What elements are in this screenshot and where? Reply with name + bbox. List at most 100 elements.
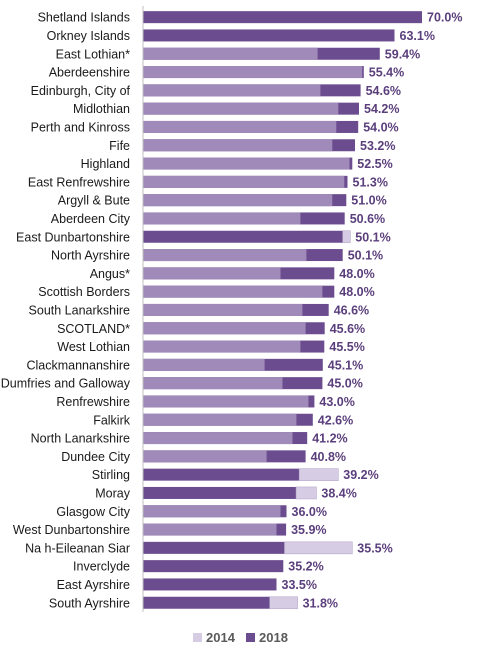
bar-2014-renfrewshire (143, 395, 309, 408)
value-label-east-lothian: 59.4% (385, 47, 420, 61)
value-label-highland: 52.5% (357, 157, 392, 171)
value-label-east-dunbartonshire: 50.1% (355, 230, 390, 244)
bar-2014-na-h-eileanan-siar (284, 541, 353, 555)
value-label-inverclyde: 35.2% (288, 560, 323, 574)
category-label-na-h-eileanan-siar: Na h-Eileanan Siar (25, 541, 130, 555)
category-label-scotland: SCOTLAND* (57, 322, 130, 336)
bar-2018-inverclyde (143, 560, 284, 573)
value-label-glasgow-city: 36.0% (292, 505, 327, 519)
value-label-aberdeen-city: 50.6% (350, 212, 385, 226)
bar-2014-glasgow-city (143, 505, 281, 518)
bar-2014-scottish-borders (143, 285, 323, 298)
category-label-inverclyde: Inverclyde (73, 560, 130, 574)
value-label-aberdeenshire: 55.4% (369, 66, 404, 80)
value-label-shetland-islands: 70.0% (427, 11, 462, 25)
bar-2014-fife (143, 139, 333, 152)
value-labels-layer: 70.0% 63.1% 59.4% 55.4% 54.6% 54.2% 54.0% 53.2%… (282, 11, 463, 611)
value-label-na-h-eileanan-siar: 35.5% (357, 541, 392, 555)
category-label-moray: Moray (95, 486, 130, 500)
category-label-east-renfrewshire: East Renfrewshire (28, 175, 130, 189)
bar-2018-east-dunbartonshire (143, 230, 343, 243)
bar-2014-midlothian (143, 102, 339, 115)
category-label-east-ayrshire: East Ayrshire (57, 578, 130, 592)
category-label-west-dunbartonshire: West Dunbartonshire (13, 523, 130, 537)
category-label-fife: Fife (109, 139, 130, 153)
bar-2014-north-lanarkshire (143, 432, 293, 445)
bar-2014-argyll-bute (143, 194, 333, 207)
category-label-dumfries-and-galloway: Dumfries and Galloway (1, 377, 131, 391)
value-label-east-ayrshire: 33.5% (282, 578, 317, 592)
value-label-west-dunbartonshire: 35.9% (291, 523, 326, 537)
value-label-angus: 48.0% (339, 267, 374, 281)
legend-swatch-2014 (193, 633, 202, 642)
value-label-stirling: 39.2% (343, 468, 378, 482)
category-label-east-dunbartonshire: East Dunbartonshire (16, 230, 130, 244)
category-label-perth-and-kinross: Perth and Kinross (31, 120, 130, 134)
category-label-edinburgh-city-of: Edinburgh, City of (31, 84, 131, 98)
category-label-falkirk: Falkirk (93, 413, 131, 427)
category-label-argyll-bute: Argyll & Bute (58, 194, 130, 208)
bar-2014-angus (143, 267, 281, 280)
value-label-east-renfrewshire: 51.3% (353, 175, 388, 189)
category-label-south-lanarkshire: South Lanarkshire (29, 303, 131, 317)
category-label-north-lanarkshire: North Lanarkshire (31, 432, 130, 446)
bar-2014-east-dunbartonshire (342, 230, 351, 244)
bar-2014-scotland (143, 322, 306, 335)
bar-2014-highland (143, 157, 350, 170)
bar-2018-orkney-islands (143, 29, 395, 42)
bar-2014-moray (295, 486, 317, 500)
bar-2014-south-ayrshire (269, 596, 298, 610)
legend-swatch-2018 (246, 633, 255, 642)
legend: 2014 2018 (193, 630, 288, 645)
bar-2018-shetland-islands (143, 11, 422, 24)
bar-2014-dundee-city (143, 450, 267, 463)
bar-2018-na-h-eileanan-siar (143, 541, 285, 554)
value-label-moray: 38.4% (321, 486, 356, 500)
bar-2014-stirling (298, 468, 339, 481)
value-label-argyll-bute: 51.0% (351, 194, 386, 208)
category-label-glasgow-city: Glasgow City (56, 505, 130, 519)
bars-layer (143, 11, 422, 610)
category-label-aberdeenshire: Aberdeenshire (49, 66, 130, 80)
category-label-angus: Angus* (90, 267, 130, 281)
value-label-south-lanarkshire: 46.6% (334, 303, 369, 317)
category-label-renfrewshire: Renfrewshire (56, 395, 130, 409)
category-label-dundee-city: Dundee City (61, 450, 131, 464)
bar-2014-east-renfrewshire (143, 175, 345, 188)
bar-2018-stirling (143, 468, 300, 481)
value-label-south-ayrshire: 31.8% (303, 596, 338, 610)
category-label-north-ayrshire: North Ayrshire (51, 249, 130, 263)
legend-label-2014: 2014 (206, 630, 236, 645)
bar-2014-west-lothian (143, 340, 301, 353)
value-label-north-ayrshire: 50.1% (348, 249, 383, 263)
value-label-falkirk: 42.6% (318, 413, 353, 427)
bar-2014-clackmannanshire (143, 358, 265, 371)
value-label-edinburgh-city-of: 54.6% (366, 84, 401, 98)
value-label-scottish-borders: 48.0% (339, 285, 374, 299)
bar-2014-dumfries-and-galloway (143, 377, 283, 390)
bar-2018-east-ayrshire (143, 578, 277, 591)
category-label-east-lothian: East Lothian* (56, 47, 130, 61)
value-label-perth-and-kinross: 54.0% (363, 120, 398, 134)
value-label-west-lothian: 45.5% (329, 340, 364, 354)
bar-2014-aberdeen-city (143, 212, 301, 225)
value-label-dumfries-and-galloway: 45.0% (327, 377, 362, 391)
bar-2018-south-ayrshire (143, 596, 270, 609)
value-label-renfrewshire: 43.0% (319, 395, 354, 409)
bar-2014-south-lanarkshire (143, 303, 303, 316)
bar-2014-north-ayrshire (143, 249, 307, 262)
value-label-north-lanarkshire: 41.2% (312, 432, 347, 446)
bar-2014-edinburgh-city-of (143, 84, 321, 97)
category-labels-layer: Shetland Islands Orkney Islands East Lothi… (1, 11, 131, 611)
bar-2018-moray (143, 486, 297, 499)
bar-2014-perth-and-kinross (143, 120, 337, 133)
category-label-scottish-borders: Scottish Borders (38, 285, 130, 299)
bar-2014-falkirk (143, 413, 297, 426)
bar-2014-aberdeenshire (143, 66, 363, 79)
category-label-clackmannanshire: Clackmannanshire (26, 358, 130, 372)
category-label-south-ayrshire: South Ayrshire (49, 596, 130, 610)
value-label-midlothian: 54.2% (364, 102, 399, 116)
value-label-scotland: 45.6% (330, 322, 365, 336)
category-label-midlothian: Midlothian (73, 102, 130, 116)
